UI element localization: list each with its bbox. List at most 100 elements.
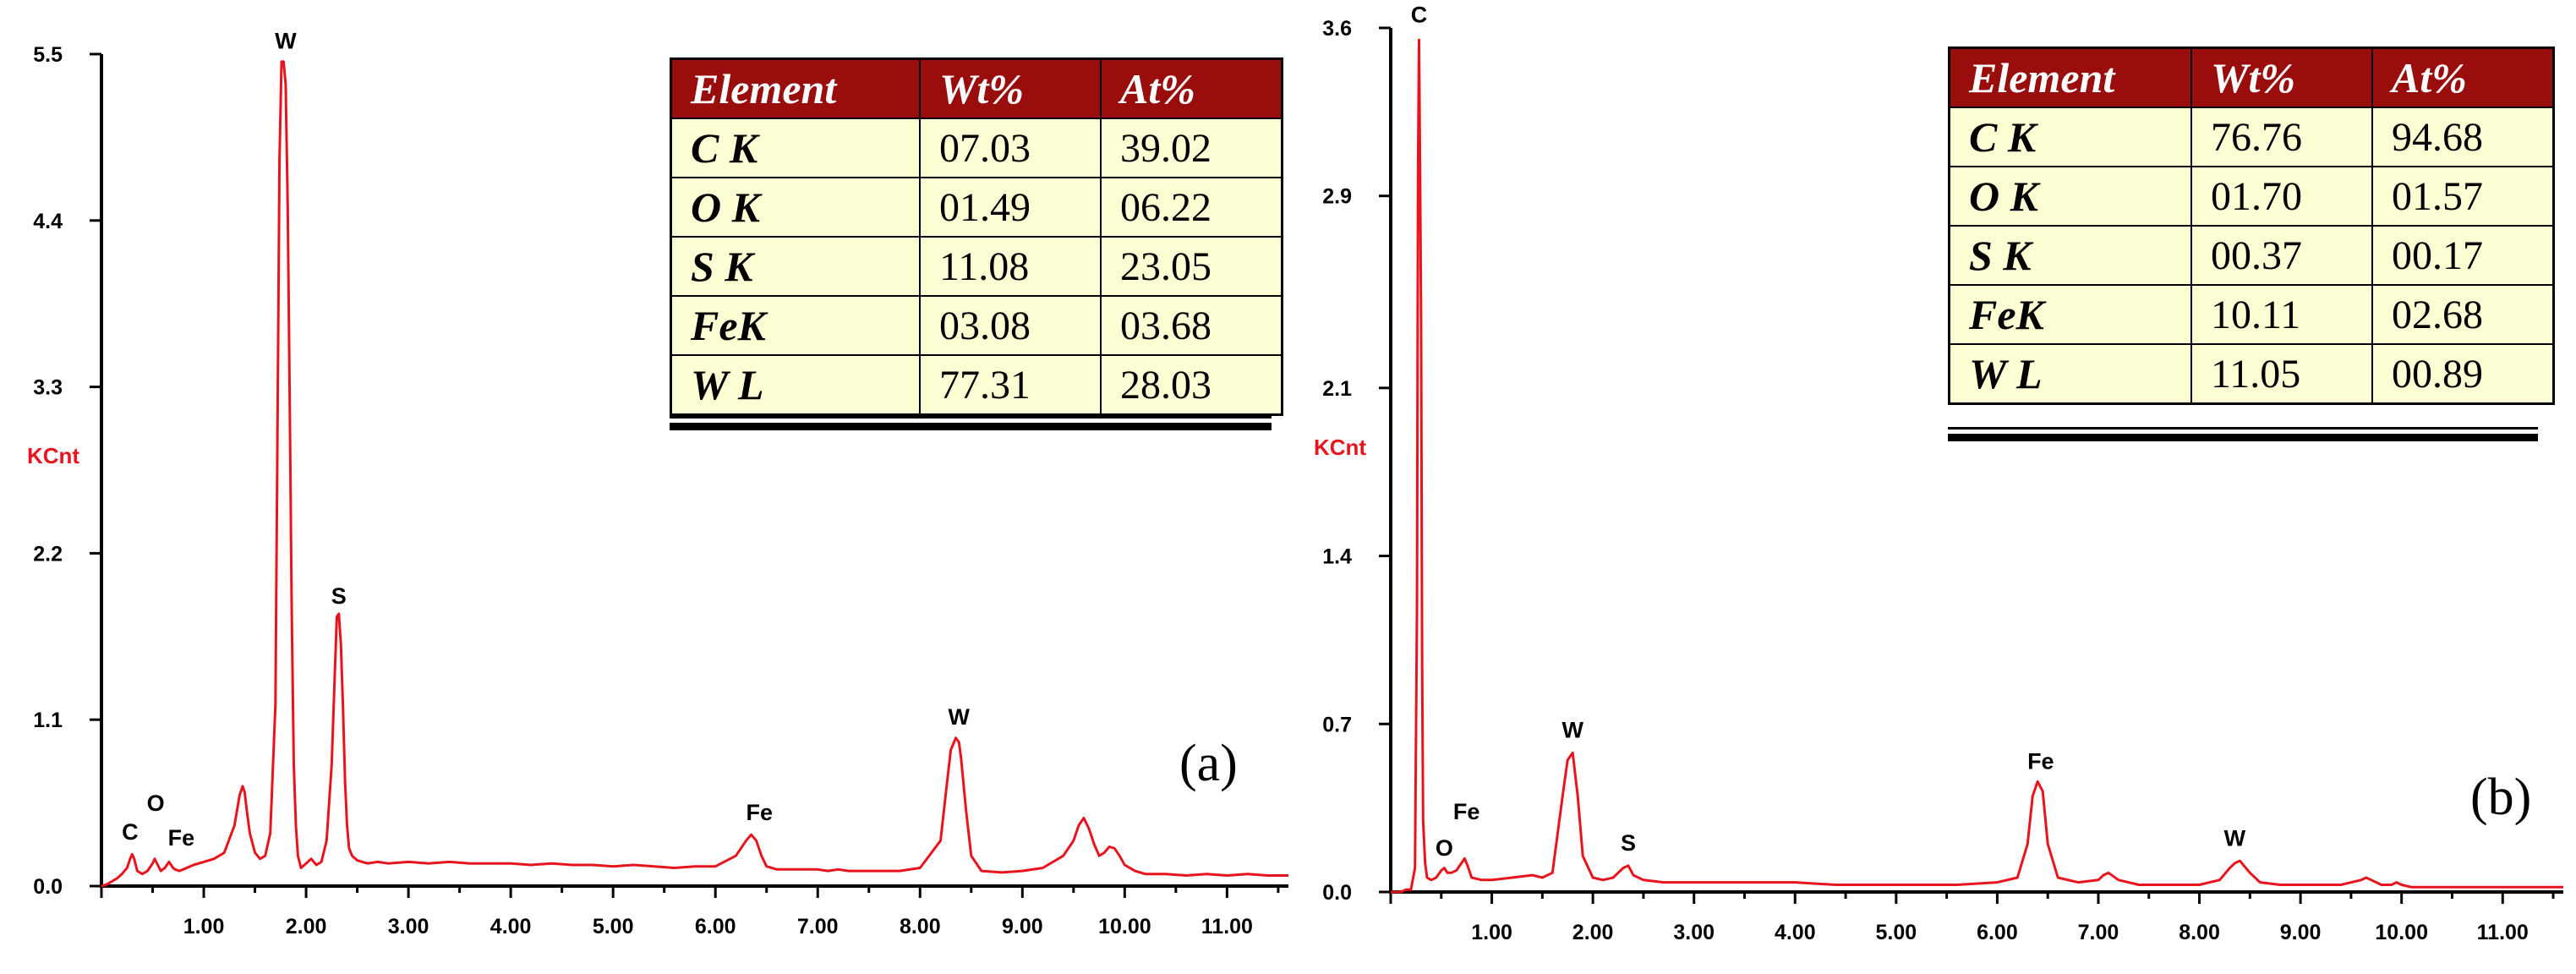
peak-label: W [275, 28, 297, 53]
cell-wt: 03.08 [919, 295, 1102, 356]
cell-at: 23.05 [1100, 236, 1283, 297]
cell-at: 94.68 [2371, 107, 2555, 167]
cell-wt: 76.76 [2190, 107, 2373, 167]
x-tick-label: 9.00 [2280, 921, 2322, 944]
cell-element: FeK [1948, 284, 2192, 345]
cell-element: O K [1948, 166, 2192, 227]
x-tick-label: 5.00 [1876, 921, 1917, 944]
y-tick-label: 2.1 [1322, 377, 1352, 401]
cell-wt: 01.70 [2190, 166, 2373, 227]
x-tick-label: 2.00 [1572, 921, 1614, 944]
cell-element: O K [670, 177, 921, 238]
composition-table-a: Element Wt% At% C K 07.03 39.02 O K 01.4… [670, 57, 1283, 416]
table-rule-thick [1948, 434, 2538, 441]
y-tick-label: 3.6 [1322, 17, 1352, 41]
panel-b: 0.0 0.7 1.4 2.1 2.9 3.6 1.00 2.00 3.00 4.00 5.00 6.… [1288, 0, 2576, 974]
y-axis-label: KCnt [1314, 435, 1366, 460]
table-row: S K 00.37 00.17 [1948, 225, 2555, 286]
peak-label: S [1621, 830, 1636, 856]
x-tick-label: 7.00 [797, 915, 839, 938]
cell-element: FeK [670, 295, 921, 356]
x-tick-label: 4.00 [490, 915, 532, 938]
table-rule-thin [670, 416, 1272, 419]
y-tick-label: 5.5 [33, 43, 63, 67]
peak-label: W [2224, 825, 2246, 851]
y-tick-label: 1.1 [33, 709, 63, 732]
y-tick-label: 0.0 [33, 875, 63, 899]
peak-label: Fe [2027, 749, 2054, 774]
cell-wt: 00.37 [2190, 225, 2373, 286]
x-tick-label: 8.00 [2179, 921, 2220, 944]
cell-at: 39.02 [1100, 118, 1283, 178]
x-tick-label: 11.00 [1201, 915, 1253, 938]
x-tick-label: 2.00 [286, 915, 327, 938]
cell-wt: 11.05 [2190, 343, 2373, 405]
table-rule-thick [670, 423, 1272, 430]
table-row: FeK 03.08 03.68 [670, 295, 1283, 356]
cell-at: 00.17 [2371, 225, 2555, 286]
spectrum-chart-b: 0.0 0.7 1.4 2.1 2.9 3.6 1.00 2.00 3.00 4.00 5.00 6.… [1314, 3, 2563, 944]
x-tick-label: 9.00 [1002, 915, 1043, 938]
x-tick-label: 10.00 [1098, 915, 1151, 938]
x-tick-label: 10.00 [2375, 921, 2428, 944]
cell-at: 01.57 [2371, 166, 2555, 227]
y-tick-label: 0.0 [1322, 881, 1352, 905]
x-tick-label: 5.00 [593, 915, 634, 938]
header-at: At% [2371, 47, 2555, 108]
spectrum-chart-a: 0.0 1.1 2.2 3.3 4.4 5.5 1.00 2.00 3.00 4.00 5.00 6.… [27, 28, 1288, 938]
cell-wt: 10.11 [2190, 284, 2373, 345]
y-tick-label: 2.2 [33, 542, 63, 566]
y-axis-label: KCnt [27, 443, 79, 468]
header-element: Element [1948, 47, 2192, 108]
cell-wt: 77.31 [919, 354, 1102, 416]
table-header-row: Element Wt% At% [1948, 47, 2555, 108]
panel-label-b: (b) [2470, 769, 2532, 826]
cell-element: S K [1948, 225, 2192, 286]
spectrum-line [1391, 38, 2563, 894]
table-row: C K 07.03 39.02 [670, 118, 1283, 178]
x-tick-label: 1.00 [1471, 921, 1512, 944]
peak-label: W [949, 704, 971, 730]
cell-at: 03.68 [1100, 295, 1283, 356]
cell-wt: 11.08 [919, 236, 1102, 297]
cell-element: W L [1948, 343, 2192, 405]
header-at: At% [1100, 57, 1283, 119]
header-element: Element [670, 57, 921, 119]
cell-element: C K [1948, 107, 2192, 167]
cell-wt: 07.03 [919, 118, 1102, 178]
peak-label: S [331, 583, 347, 609]
spectrum-line [101, 60, 1288, 888]
x-tick-label: 3.00 [388, 915, 429, 938]
panel-a: 0.0 1.1 2.2 3.3 4.4 5.5 1.00 2.00 3.00 4.00 5.00 6.… [27, 28, 1288, 938]
table-row: W L 77.31 28.03 [670, 354, 1283, 416]
x-tick-label: 3.00 [1673, 921, 1715, 944]
peak-label: Fe [746, 800, 773, 825]
table-header-row: Element Wt% At% [670, 57, 1283, 119]
x-tick-label: 7.00 [2078, 921, 2119, 944]
composition-table-b: Element Wt% At% C K 76.76 94.68 O K 01.7… [1948, 47, 2555, 405]
peak-label: O [147, 791, 165, 816]
y-tick-label: 0.7 [1322, 713, 1352, 736]
table-rule-thin [1948, 427, 2538, 430]
x-tick-label: 6.00 [695, 915, 736, 938]
table-row: O K 01.70 01.57 [1948, 166, 2555, 227]
cell-at: 00.89 [2371, 343, 2555, 405]
header-wt: Wt% [919, 57, 1102, 119]
peak-label: Fe [1453, 799, 1480, 824]
peak-label: C [122, 819, 139, 845]
x-tick-label: 4.00 [1775, 921, 1816, 944]
y-tick-label: 2.9 [1322, 185, 1352, 209]
y-tick-label: 4.4 [33, 210, 63, 233]
panel-label-a: (a) [1179, 735, 1238, 792]
peak-label: W [1561, 718, 1583, 743]
header-wt: Wt% [2190, 47, 2373, 108]
peak-label: Fe [168, 825, 195, 851]
table-row: C K 76.76 94.68 [1948, 107, 2555, 167]
y-tick-label: 3.3 [33, 376, 63, 400]
cell-at: 02.68 [2371, 284, 2555, 345]
cell-wt: 01.49 [919, 177, 1102, 238]
cell-at: 28.03 [1100, 354, 1283, 416]
table-row: O K 01.49 06.22 [670, 177, 1283, 238]
x-tick-label: 6.00 [1977, 921, 2018, 944]
x-tick-label: 11.00 [2477, 921, 2529, 944]
